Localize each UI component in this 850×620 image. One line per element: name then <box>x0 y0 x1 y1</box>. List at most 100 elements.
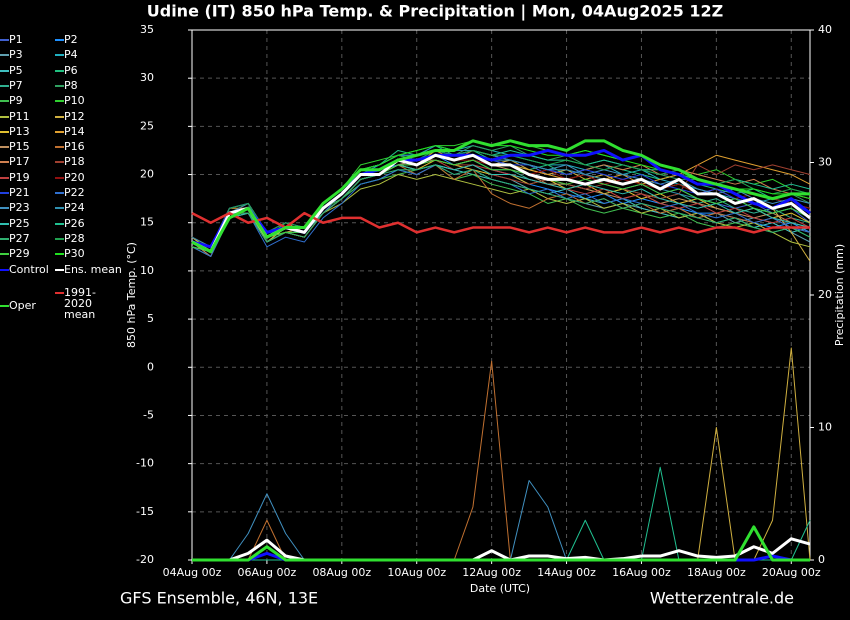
y2-tick-label: 20 <box>818 288 832 301</box>
footer-right: Wetterzentrale.de <box>650 589 794 608</box>
legend-entry: P18 <box>55 156 122 167</box>
legend-swatch <box>0 253 9 256</box>
legend-swatch <box>55 253 64 256</box>
legend-label: P27 <box>9 231 30 245</box>
legend-swatch <box>0 222 9 225</box>
legend-label: P8 <box>64 78 78 92</box>
precipitation-line <box>192 347 811 561</box>
legend-entry: P14 <box>55 126 122 137</box>
legend-swatch <box>0 146 9 149</box>
y-tick-label: 20 <box>140 168 154 181</box>
x-tick-label: 12Aug 00z <box>462 566 521 579</box>
legend-label: P26 <box>64 216 85 230</box>
legend-swatch <box>0 115 9 118</box>
legend-label: P6 <box>64 63 78 77</box>
x-tick-label: 16Aug 00z <box>612 566 671 579</box>
y-tick-label: 15 <box>140 216 154 229</box>
precipitation-line <box>192 525 810 562</box>
precipitation-line <box>192 466 811 561</box>
legend-entry: P2 <box>55 34 122 45</box>
y2-tick-label: 0 <box>818 553 825 566</box>
legend-label: P24 <box>64 201 85 215</box>
temperature-line <box>191 139 810 254</box>
legend-label: 1991-2020 mean <box>64 286 96 321</box>
legend-swatch <box>55 161 64 164</box>
legend-swatch <box>55 84 64 87</box>
legend-label: P1 <box>9 33 23 46</box>
legend-swatch <box>55 237 64 240</box>
chart-title: Udine (IT) 850 hPa Temp. & Precipitation… <box>147 2 724 22</box>
legend-label: P15 <box>9 140 30 154</box>
legend-entry: P20 <box>55 172 122 183</box>
legend-swatch <box>0 100 9 103</box>
legend-swatch <box>0 237 9 240</box>
legend-swatch <box>55 192 64 194</box>
legend-entry: P1 <box>0 34 67 45</box>
x-tick-label: 20Aug 00z <box>762 566 821 579</box>
legend-swatch <box>55 69 64 72</box>
legend-label: P19 <box>9 170 30 184</box>
legend-label: P5 <box>9 63 23 77</box>
legend-label: P25 <box>9 216 30 230</box>
legend-entry: P11 <box>0 111 67 122</box>
legend-label: P11 <box>9 109 30 123</box>
temperature-line <box>191 153 811 254</box>
legend-swatch <box>0 54 9 57</box>
legend-swatch <box>55 222 64 225</box>
y-tick-label: 35 <box>140 23 154 36</box>
y-tick-label: 25 <box>140 119 154 132</box>
temperature-line <box>191 164 811 257</box>
legend-entry: P25 <box>0 218 67 229</box>
y-axis-label: 850 hPa Temp. (°C) <box>125 242 138 348</box>
legend-swatch <box>0 192 9 194</box>
legend-label: P23 <box>9 201 30 215</box>
legend-label: P16 <box>64 140 85 154</box>
legend-swatch <box>55 176 64 179</box>
temperature-line <box>191 211 810 234</box>
legend-entry: P4 <box>55 49 122 60</box>
temperature-line <box>191 145 811 248</box>
y-tick-label: -15 <box>136 505 154 518</box>
legend-entry: P29 <box>0 248 67 259</box>
legend-entry: P19 <box>0 172 67 183</box>
legend-label: P9 <box>9 94 23 108</box>
legend-swatch <box>55 207 64 210</box>
legend-swatch <box>55 100 64 103</box>
x-tick-label: 10Aug 00z <box>387 566 446 579</box>
legend-entry: Ens. mean <box>55 264 122 275</box>
legend-swatch <box>55 268 64 271</box>
legend-label: P3 <box>9 48 23 62</box>
x-tick-label: 04Aug 00z <box>163 566 222 579</box>
legend-label: P29 <box>9 247 30 261</box>
legend-label: P22 <box>64 186 85 199</box>
legend-label: P20 <box>64 170 85 184</box>
precipitation-line <box>192 480 810 561</box>
y-tick-label: 30 <box>140 71 154 84</box>
legend-label: P21 <box>9 186 30 199</box>
y2-tick-label: 40 <box>818 23 832 36</box>
legend-label: P2 <box>64 33 78 46</box>
legend-entry: P17 <box>0 156 67 167</box>
plot-frame <box>191 29 811 561</box>
x-tick-label: 06Aug 00z <box>238 566 297 579</box>
temperature-line <box>191 159 811 253</box>
legend-swatch <box>55 115 64 118</box>
y-tick-label: -5 <box>143 408 154 421</box>
legend-swatch <box>55 130 64 133</box>
y-tick-label: 5 <box>147 312 154 325</box>
legend-swatch <box>55 54 64 57</box>
legend-label: P4 <box>64 48 78 62</box>
legend-swatch <box>0 268 9 271</box>
legend-swatch <box>0 69 9 72</box>
legend-label: P12 <box>64 109 85 123</box>
legend-entry: P16 <box>55 141 122 152</box>
legend-entry: P15 <box>0 141 67 152</box>
legend-entry: P26 <box>55 218 122 229</box>
legend-swatch <box>55 39 64 41</box>
legend-label: P18 <box>64 155 85 169</box>
legend-label: P7 <box>9 78 23 92</box>
x-tick-label: 08Aug 00z <box>312 566 371 579</box>
y-tick-label: 0 <box>147 360 154 373</box>
legend-entry: P22 <box>55 187 122 198</box>
